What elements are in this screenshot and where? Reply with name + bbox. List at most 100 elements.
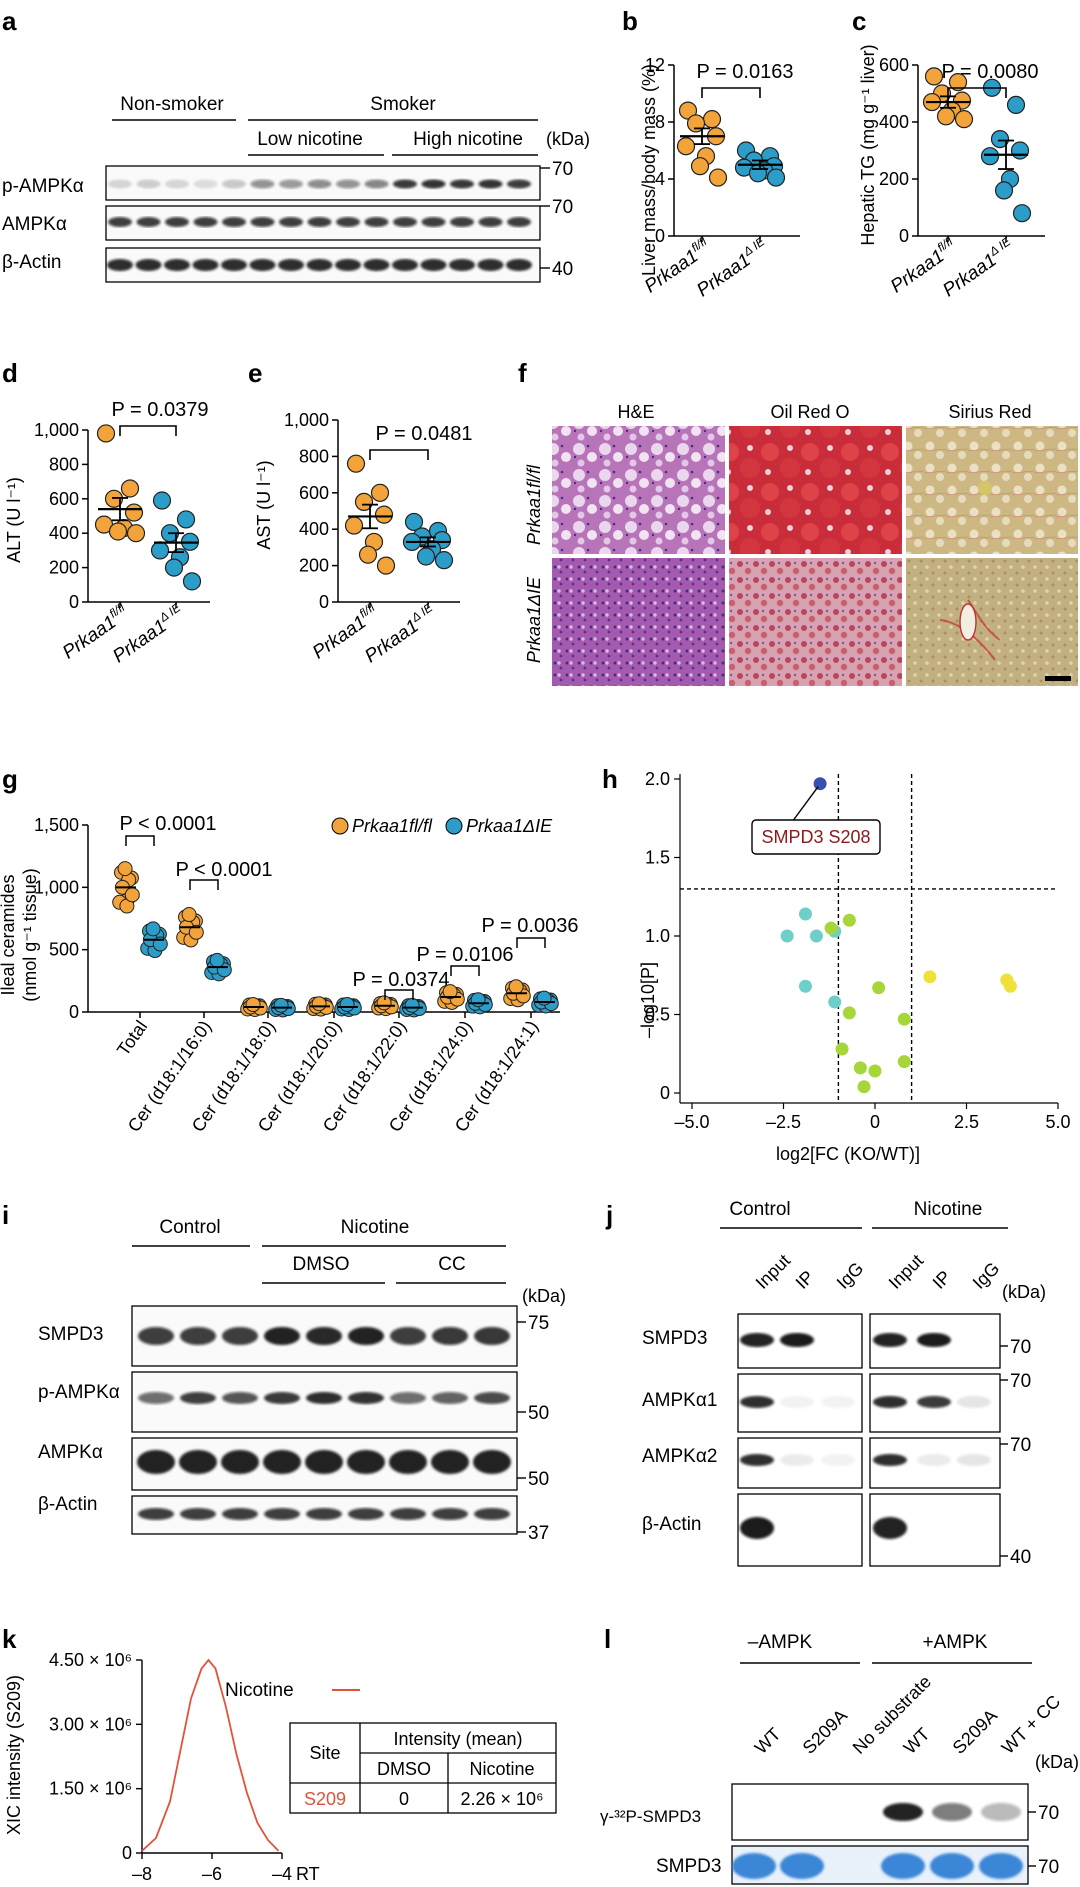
d-point-1-0: [152, 491, 172, 510]
band-a-pampk-2: [165, 179, 189, 189]
panel-letter-l: l: [604, 1624, 611, 1654]
e-ytick-label-0: 0: [319, 592, 329, 612]
b-bracket: [701, 87, 761, 98]
band-a-pampk-9: [364, 179, 389, 189]
panel-k: k XIC intensity (S209) 0 1.50 × 10⁶ 3.00 ×…: [2, 1624, 557, 1884]
band-a-ampk-10: [393, 217, 417, 227]
group-label-low-nicotine: Low nicotine: [257, 129, 363, 150]
c-point-1-2: [990, 130, 1010, 149]
band-a-pampk-4: [222, 179, 246, 189]
k-xlabel: RT: [296, 1864, 320, 1884]
band-a-pampk-8: [336, 179, 360, 189]
g-bracket-4: [516, 937, 546, 948]
band-l-coomassie-5: [979, 1853, 1023, 1879]
ylabel-d: ALT (U l⁻¹): [4, 477, 24, 563]
band-a-ampk-11: [421, 217, 446, 227]
b-point-0-6: [690, 157, 710, 176]
band-a-pampk-3: [193, 179, 218, 189]
band-i-pampk-2: [222, 1392, 258, 1404]
lane-label-l-4: S209A: [949, 1705, 1001, 1757]
image-he-knockout: [552, 558, 725, 686]
band-i-ampk-4: [305, 1450, 343, 1474]
col-label-he: H&E: [617, 402, 654, 422]
panel-e: e AST (U l⁻¹) P = 0.0481 0 200 400 600 800 1,…: [248, 358, 472, 667]
pvalue-b: P = 0.0163: [697, 61, 794, 83]
c-point-0-0: [924, 67, 944, 86]
band-a-actin-12: [449, 259, 475, 271]
band-i-smpd3-8: [474, 1327, 510, 1345]
b-ytick-label-0: 0: [655, 226, 665, 246]
band-a-actin-8: [335, 259, 361, 271]
marker-j-4: 40: [1010, 1547, 1031, 1568]
table-header-dmso: DMSO: [377, 1759, 431, 1779]
lane-label-j-3: Input: [885, 1250, 927, 1292]
band-j-0-1: [780, 1333, 814, 1347]
c-point-1-1: [1006, 95, 1026, 115]
panel-i: i Control Nicotine DMSO CC (kDa) SMPD3 p…: [2, 1200, 566, 1544]
g-bracket-3: [450, 965, 480, 976]
band-a-actin-5: [249, 259, 276, 271]
pvalue-g-4: P = 0.0106: [417, 944, 514, 966]
band-j-1-4: [917, 1396, 951, 1408]
h-xtick-label-0: –5.0: [674, 1112, 709, 1132]
band-i-ampk-1: [179, 1450, 217, 1474]
h-point-0: [813, 777, 827, 791]
pvalue-e: P = 0.0481: [376, 423, 473, 445]
band-i-pampk-0: [138, 1392, 174, 1404]
band-a-actin-0: [107, 259, 133, 271]
callout-box: [751, 819, 881, 855]
band-i-smpd3-5: [348, 1327, 384, 1345]
ylabel-g-1: Ileal ceramides: [0, 874, 18, 995]
g-ytick-label-3: 1,500: [34, 815, 79, 835]
band-j-1-0: [740, 1396, 774, 1408]
blot-label-smpd3-l: SMPD3: [656, 1856, 721, 1877]
h-point-16: [897, 1055, 911, 1069]
row-label-floxed: Prkaa1fl/fl: [524, 464, 544, 545]
h-point-19: [1003, 979, 1017, 993]
g-point-3-0-9: [311, 996, 327, 1012]
band-i-smpd3-6: [390, 1327, 426, 1345]
d-point-0-6: [108, 522, 128, 541]
table-cell-site: S209: [304, 1789, 346, 1809]
band-i-actin-2: [222, 1508, 258, 1520]
ylabel-b: Liver mass/body mass (%): [639, 64, 659, 276]
band-a-ampk-12: [450, 217, 474, 227]
h-point-11: [835, 1042, 849, 1056]
pvalue-g-5: P = 0.0036: [482, 915, 579, 937]
group-label-control-i: Control: [159, 1217, 220, 1238]
band-a-ampk-6: [279, 217, 303, 227]
band-i-pampk-7: [432, 1392, 468, 1404]
h-ytick-label-0: 0: [660, 1083, 670, 1103]
g-ytick-label-0: 0: [69, 1002, 79, 1022]
h-point-12: [853, 1061, 867, 1075]
band-a-actin-13: [477, 259, 504, 271]
band-j-3-3: [873, 1517, 907, 1539]
band-i-actin-0: [138, 1508, 174, 1520]
blot-label-pampk-i: p-AMPKα: [38, 1382, 120, 1403]
lane-label-l-1: S209A: [799, 1705, 851, 1757]
blot-label-actin-j: β-Actin: [642, 1514, 702, 1535]
marker-i-3: 50: [528, 1469, 549, 1490]
h-point-10: [842, 1006, 856, 1020]
d-ytick-label-0: 0: [69, 592, 79, 612]
pvalue-g-3: P = 0.0374: [353, 969, 450, 991]
b-point-0-1: [702, 110, 722, 129]
marker-i-2: 50: [528, 1403, 549, 1424]
chart-k: 0 1.50 × 10⁶ 3.00 × 10⁶ 4.50 × 10⁶ –8 –6 –4 RT: [49, 1650, 320, 1884]
group-label-cc-i: CC: [438, 1254, 465, 1275]
band-a-actin-4: [221, 259, 247, 271]
h-xtick-label-4: 5.0: [1045, 1112, 1070, 1132]
callout-smpd3: SMPD3 S208: [761, 827, 870, 847]
band-i-actin-5: [348, 1508, 384, 1520]
h-xtick-label-3: 2.5: [954, 1112, 979, 1132]
band-j-1-5: [957, 1396, 991, 1408]
marker-i-4: 37: [528, 1523, 549, 1544]
band-a-actin-3: [192, 259, 219, 271]
c-ytick-label-1: 200: [879, 169, 909, 189]
lane-label-j-0: Input: [752, 1250, 794, 1292]
pvalue-g-2: P < 0.0001: [176, 859, 273, 881]
group-label-nicotine-j: Nicotine: [914, 1199, 983, 1220]
